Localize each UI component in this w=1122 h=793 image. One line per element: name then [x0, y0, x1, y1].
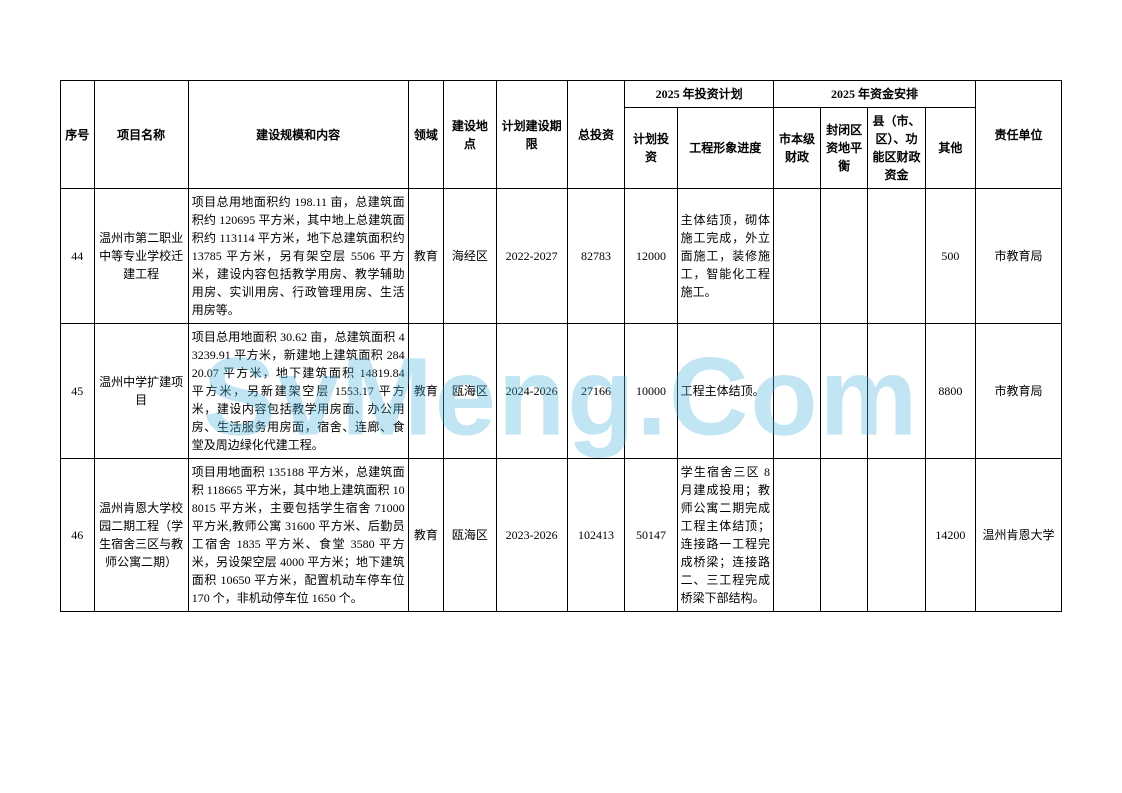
col-progress: 工程形象进度: [677, 108, 773, 189]
col-period: 计划建设期限: [496, 81, 567, 189]
cell-progress: 主体结顶，砌体施工完成，外立面施工，装修施工，智能化工程施工。: [677, 189, 773, 324]
cell-total: 27166: [567, 324, 625, 459]
col-plan2025-group: 2025 年投资计划: [625, 81, 774, 108]
cell-city_fin: [773, 324, 820, 459]
table-body: 44温州市第二职业中等专业学校迁建工程项目总用地面积约 198.11 亩，总建筑…: [61, 189, 1062, 612]
cell-county_fund: [868, 189, 926, 324]
cell-name: 温州肯恩大学校园二期工程（学生宿舍三区与教师公寓二期）: [94, 459, 188, 612]
table-header: 序号 项目名称 建设规模和内容 领域 建设地点 计划建设期限 总投资 2025 …: [61, 81, 1062, 189]
cell-closed_fund: [821, 324, 868, 459]
cell-other: 14200: [925, 459, 975, 612]
cell-city_fin: [773, 189, 820, 324]
cell-period: 2022-2027: [496, 189, 567, 324]
col-total: 总投资: [567, 81, 625, 189]
cell-other: 500: [925, 189, 975, 324]
cell-county_fund: [868, 459, 926, 612]
cell-location: 海经区: [444, 189, 496, 324]
cell-desc: 项目总用地面积 30.62 亩，总建筑面积 43239.91 平方米，新建地上建…: [188, 324, 408, 459]
cell-unit: 市教育局: [976, 189, 1062, 324]
col-seq: 序号: [61, 81, 95, 189]
col-closed-fund: 封闭区资地平衡: [821, 108, 868, 189]
cell-desc: 项目总用地面积约 198.11 亩，总建筑面积约 120695 平方米，其中地上…: [188, 189, 408, 324]
cell-period: 2023-2026: [496, 459, 567, 612]
col-fund2025-group: 2025 年资金安排: [773, 81, 975, 108]
cell-desc: 项目用地面积 135188 平方米，总建筑面积 118665 平方米，其中地上建…: [188, 459, 408, 612]
col-plan-invest: 计划投资: [625, 108, 677, 189]
col-name: 项目名称: [94, 81, 188, 189]
cell-progress: 学生宿舍三区 8 月建成投用；教师公寓二期完成工程主体结顶；连接路一工程完成桥梁…: [677, 459, 773, 612]
col-unit: 责任单位: [976, 81, 1062, 189]
cell-county_fund: [868, 324, 926, 459]
cell-plan_invest: 12000: [625, 189, 677, 324]
col-field: 领域: [408, 81, 444, 189]
cell-location: 瓯海区: [444, 324, 496, 459]
cell-period: 2024-2026: [496, 324, 567, 459]
cell-plan_invest: 50147: [625, 459, 677, 612]
cell-seq: 46: [61, 459, 95, 612]
cell-closed_fund: [821, 459, 868, 612]
cell-unit: 温州肯恩大学: [976, 459, 1062, 612]
cell-location: 瓯海区: [444, 459, 496, 612]
cell-unit: 市教育局: [976, 324, 1062, 459]
col-city-fin: 市本级财政: [773, 108, 820, 189]
cell-seq: 44: [61, 189, 95, 324]
col-desc: 建设规模和内容: [188, 81, 408, 189]
cell-progress: 工程主体结顶。: [677, 324, 773, 459]
document-page: 序号 项目名称 建设规模和内容 领域 建设地点 计划建设期限 总投资 2025 …: [0, 0, 1122, 672]
table-row: 44温州市第二职业中等专业学校迁建工程项目总用地面积约 198.11 亩，总建筑…: [61, 189, 1062, 324]
cell-plan_invest: 10000: [625, 324, 677, 459]
table-row: 45温州中学扩建项目项目总用地面积 30.62 亩，总建筑面积 43239.91…: [61, 324, 1062, 459]
cell-other: 8800: [925, 324, 975, 459]
cell-total: 102413: [567, 459, 625, 612]
col-other: 其他: [925, 108, 975, 189]
cell-seq: 45: [61, 324, 95, 459]
cell-closed_fund: [821, 189, 868, 324]
table-row: 46温州肯恩大学校园二期工程（学生宿舍三区与教师公寓二期）项目用地面积 1351…: [61, 459, 1062, 612]
col-county-fund: 县（市、区）、功能区财政资金: [868, 108, 926, 189]
col-location: 建设地点: [444, 81, 496, 189]
projects-table: 序号 项目名称 建设规模和内容 领域 建设地点 计划建设期限 总投资 2025 …: [60, 80, 1062, 612]
cell-field: 教育: [408, 189, 444, 324]
cell-field: 教育: [408, 459, 444, 612]
cell-total: 82783: [567, 189, 625, 324]
cell-field: 教育: [408, 324, 444, 459]
cell-name: 温州市第二职业中等专业学校迁建工程: [94, 189, 188, 324]
cell-name: 温州中学扩建项目: [94, 324, 188, 459]
cell-city_fin: [773, 459, 820, 612]
